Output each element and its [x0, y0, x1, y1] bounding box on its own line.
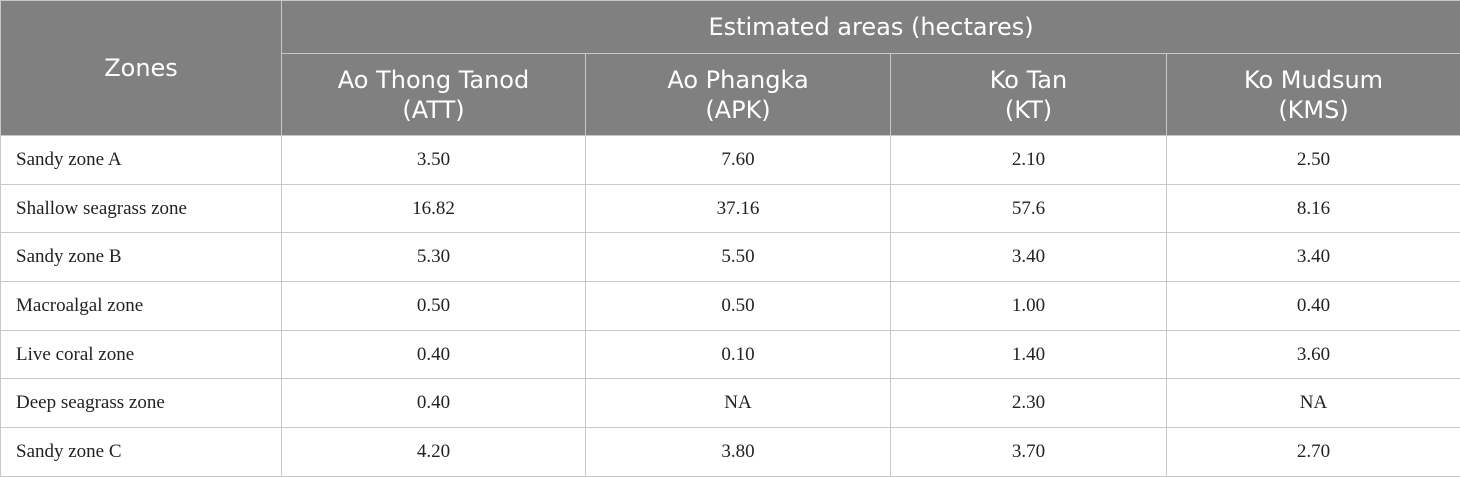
column-code: (ATT): [402, 95, 465, 124]
table-row: Macroalgal zone 0.50 0.50 1.00 0.40: [0, 281, 1460, 331]
value-cell: NA: [1165, 378, 1460, 429]
table-row: Sandy zone B 5.30 5.50 3.40 3.40: [0, 232, 1460, 283]
value-cell: 2.50: [1165, 135, 1460, 185]
value-cell: 5.30: [281, 232, 586, 283]
estimated-areas-group-header: Estimated areas (hectares): [280, 0, 1460, 54]
value-cell: 3.80: [585, 427, 891, 477]
value-cell: 3.40: [1165, 232, 1460, 283]
value-cell: 16.82: [281, 183, 586, 234]
zone-cell: Shallow seagrass zone: [0, 183, 282, 234]
value-cell: 5.50: [585, 232, 891, 283]
column-code: (KMS): [1278, 95, 1349, 124]
zones-column-header: Zones: [0, 0, 282, 136]
value-cell: 0.40: [281, 329, 586, 380]
column-header-att: Ao Thong Tanod (ATT): [281, 53, 586, 136]
column-code: (APK): [705, 95, 771, 124]
table-body: Sandy zone A 3.50 7.60 2.10 2.50 Shallow…: [0, 135, 1460, 477]
table-header: Zones Estimated areas (hectares) Ao Thon…: [0, 0, 1460, 136]
value-cell: 2.10: [890, 135, 1167, 185]
value-cell: 0.40: [281, 378, 586, 429]
zone-cell: Sandy zone C: [0, 427, 282, 477]
zone-cell: Sandy zone B: [0, 232, 282, 283]
zone-cell: Sandy zone A: [0, 135, 282, 185]
column-header-kt: Ko Tan (KT): [890, 53, 1167, 136]
value-cell: 0.10: [585, 329, 891, 380]
value-cell: 3.40: [890, 232, 1167, 283]
header-group-row: Zones Estimated areas (hectares): [0, 0, 1460, 136]
value-cell: 8.16: [1165, 183, 1460, 234]
value-cell: 57.6: [890, 183, 1167, 234]
column-header-kms: Ko Mudsum (KMS): [1165, 53, 1460, 136]
value-cell: 1.40: [890, 329, 1167, 380]
column-name: Ao Thong Tanod: [337, 65, 530, 94]
table-row: Deep seagrass zone 0.40 NA 2.30 NA: [0, 378, 1460, 429]
value-cell: 3.50: [281, 135, 586, 185]
value-cell: 7.60: [585, 135, 891, 185]
header-column-row: Ao Thong Tanod (ATT) Ao Phangka (APK) Ko…: [1, 53, 1460, 136]
table-row: Sandy zone A 3.50 7.60 2.10 2.50: [0, 135, 1460, 185]
table-row: Live coral zone 0.40 0.10 1.40 3.60: [0, 329, 1460, 380]
value-cell: 4.20: [281, 427, 586, 477]
value-cell: 2.30: [890, 378, 1167, 429]
column-name: Ao Phangka: [667, 65, 809, 94]
value-cell: 37.16: [585, 183, 891, 234]
column-header-apk: Ao Phangka (APK): [585, 53, 891, 136]
column-name: Ko Mudsum: [1243, 65, 1384, 94]
value-cell: 0.50: [281, 281, 586, 331]
value-cell: NA: [585, 378, 891, 429]
value-cell: 2.70: [1165, 427, 1460, 477]
table-row: Sandy zone C 4.20 3.80 3.70 2.70: [0, 427, 1460, 477]
value-cell: 0.40: [1165, 281, 1460, 331]
value-cell: 3.70: [890, 427, 1167, 477]
zone-cell: Macroalgal zone: [0, 281, 282, 331]
table-row: Shallow seagrass zone 16.82 37.16 57.6 8…: [0, 183, 1460, 234]
value-cell: 1.00: [890, 281, 1167, 331]
column-code: (KT): [1004, 95, 1053, 124]
zone-cell: Live coral zone: [0, 329, 282, 380]
value-cell: 0.50: [585, 281, 891, 331]
column-name: Ko Tan: [989, 65, 1068, 94]
value-cell: 3.60: [1165, 329, 1460, 380]
zone-cell: Deep seagrass zone: [0, 378, 282, 429]
